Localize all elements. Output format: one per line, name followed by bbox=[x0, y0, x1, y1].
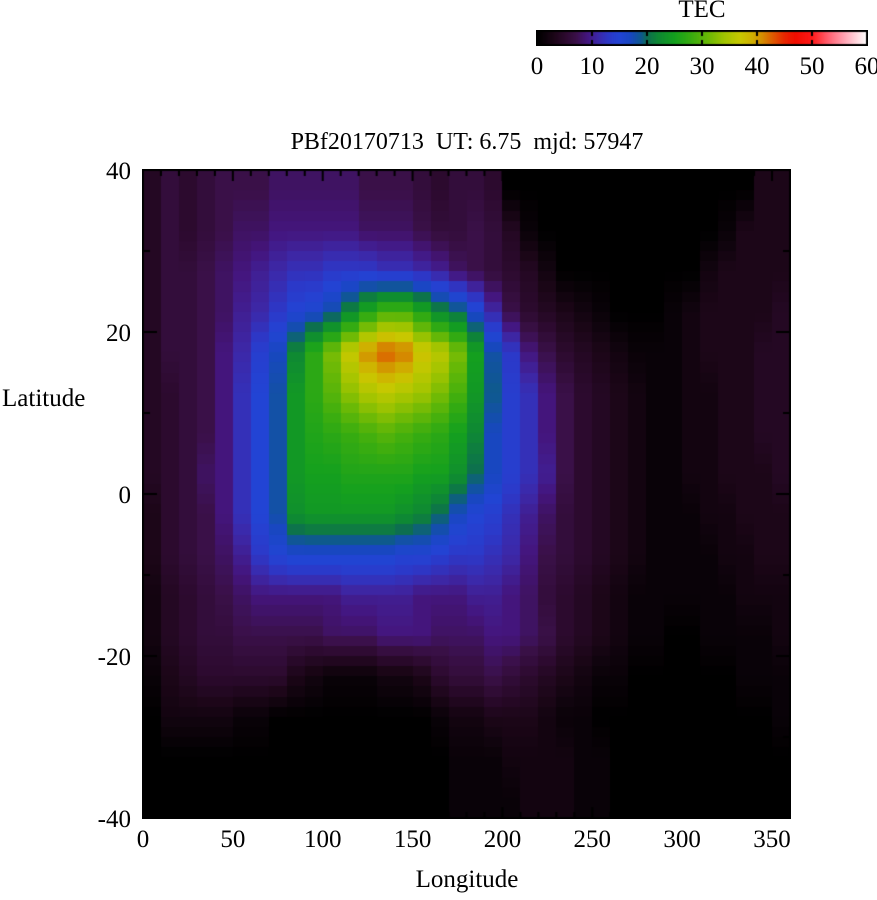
x-tick-label: 250 bbox=[573, 826, 612, 853]
y-tick-label: 40 bbox=[106, 158, 131, 185]
colorbar-tick-label: 30 bbox=[689, 53, 715, 80]
colorbar-tick-label: 20 bbox=[634, 53, 660, 80]
y-tick-label: 20 bbox=[106, 320, 131, 347]
x-tick-label: 300 bbox=[663, 826, 701, 853]
tec-heatmap-canvas bbox=[142, 169, 791, 819]
colorbar-title: TEC bbox=[678, 0, 726, 23]
colorbar-tick-label: 50 bbox=[799, 53, 825, 80]
x-tick-label: 350 bbox=[753, 826, 791, 853]
colorbar-tick-label: 40 bbox=[744, 53, 770, 80]
x-tick-label: 0 bbox=[136, 826, 150, 853]
y-tick-label: -20 bbox=[97, 644, 131, 671]
colorbar-gradient bbox=[536, 30, 868, 46]
x-tick-label: 200 bbox=[483, 826, 522, 853]
colorbar-tick-label: 0 bbox=[530, 53, 544, 80]
y-tick-label: -40 bbox=[97, 806, 131, 833]
x-tick-label: 50 bbox=[220, 826, 246, 853]
x-tick-label: 100 bbox=[303, 826, 342, 853]
colorbar-tick-label: 60 bbox=[854, 53, 877, 80]
y-tick-label: 0 bbox=[118, 482, 132, 509]
colorbar-tick-label: 10 bbox=[579, 53, 605, 80]
plot-title: PBf20170713 UT: 6.75 mjd: 57947 bbox=[290, 129, 644, 155]
x-tick-label: 150 bbox=[393, 826, 432, 853]
y-axis-label: Latitude bbox=[2, 385, 86, 412]
x-axis-label: Longitude bbox=[415, 866, 519, 893]
